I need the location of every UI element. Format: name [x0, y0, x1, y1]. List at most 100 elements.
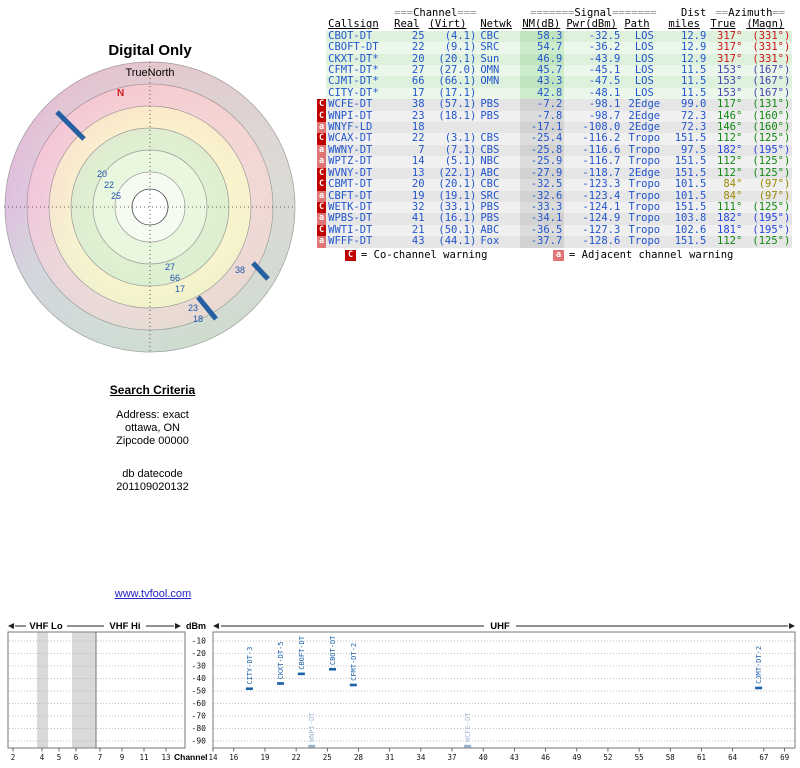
cell-warn	[317, 53, 327, 66]
station-markers: CITY-DT-3 CKXT-DT-5 CBOFT-DT WNPI-DT CBOT-DT…	[245, 635, 763, 748]
azimuth-group-header: ==Azimuth==	[715, 7, 786, 19]
adjacent-channel-text: = Adjacent channel warning	[569, 249, 734, 261]
signal-mark-se	[196, 295, 218, 321]
cell-magn: (97°)	[744, 178, 793, 191]
cell-true: 182°	[708, 144, 745, 157]
cell-warn: a	[317, 213, 327, 225]
cell-miles: 72.3	[666, 110, 709, 123]
cell-callsign: WWTI-DT	[326, 224, 393, 237]
cell-warn	[317, 76, 327, 88]
cell-path: LOS	[622, 87, 667, 100]
cell-netwk: PBS	[478, 212, 521, 225]
warning-legend: C = Co-channel warning a = Adjacent chan…	[0, 249, 800, 263]
station-label: WNPI-DT	[308, 712, 316, 742]
col-callsign: Callsign	[328, 18, 379, 31]
cell-nm: -32.5	[520, 178, 565, 191]
cell-callsign: WCAX-DT	[326, 133, 393, 145]
cell-nm: 42.8	[520, 87, 565, 100]
dbm-tick-label: -90	[192, 737, 207, 746]
cell-virt: (20.1)	[426, 53, 479, 66]
cell-pwr: -124.9	[564, 212, 623, 225]
table-row: C WNPI-DT 23 (18.1) PBS -7.8 -98.7 2Edge 72.3 146…	[317, 110, 793, 123]
cell-callsign: CBFT-DT	[326, 190, 393, 202]
station-label: CBOFT-DT	[298, 635, 306, 670]
cell-magn: (167°)	[744, 76, 793, 88]
cell-warn: a	[317, 190, 327, 202]
cell-nm: 43.3	[520, 76, 565, 88]
polar-plot: Digital Only TrueNorth N 20 22 25 27 66 …	[0, 40, 300, 370]
cell-warn: a	[317, 156, 327, 168]
cell-warn: C	[317, 99, 327, 111]
arrow-left-icon	[213, 623, 219, 629]
channel-tick-label: 19	[260, 753, 269, 762]
cell-callsign: CFMT-DT*	[326, 64, 393, 77]
cell-path: 2Edge	[622, 98, 667, 111]
channel-tick-label: 22	[292, 753, 301, 762]
cell-real: 21	[392, 224, 427, 237]
table-row: C WVNY-DT 13 (22.1) ABC -27.9 -118.7 2Edge 151.5…	[317, 167, 793, 180]
cell-nm: -25.4	[520, 133, 565, 145]
station-signal-marker	[277, 682, 285, 685]
cell-magn: (331°)	[744, 53, 793, 66]
cell-netwk	[478, 122, 521, 134]
cell-nm: -37.7	[520, 235, 565, 248]
cell-warn: C	[317, 201, 327, 214]
cell-real: 23	[392, 110, 427, 123]
table-row: CBOT-DT 25 (4.1) CBC 58.3 -32.5 LOS 12.9 317° (33…	[317, 30, 793, 43]
cell-magn: (331°)	[744, 30, 793, 43]
cell-path: Tropo	[622, 190, 667, 202]
cell-virt: (66.1)	[426, 76, 479, 88]
channel-tick-label: 55	[635, 753, 644, 762]
channel-tick-label: 61	[697, 753, 706, 762]
channel-tick-label: 5	[57, 753, 62, 762]
dbm-tick-label: -80	[192, 724, 207, 733]
cell-nm: 58.3	[520, 30, 565, 43]
cell-path: Tropo	[622, 201, 667, 214]
table-row: a CBFT-DT 19 (19.1) SRC -32.6 -123.4 Tropo 101.5…	[317, 190, 793, 202]
cell-netwk: CBS	[478, 133, 521, 145]
cell-pwr: -108.0	[564, 121, 623, 134]
footer-link-wrap: www.tvfool.com	[0, 588, 306, 600]
channel-tick-label: 69	[780, 753, 789, 762]
cell-real: 41	[392, 212, 427, 225]
cell-nm: 45.7	[520, 64, 565, 77]
cell-nm: -34.1	[520, 212, 565, 225]
table-row: C WCAX-DT 22 (3.1) CBS -25.4 -116.2 Tropo 151.5 1…	[317, 133, 793, 145]
search-address-city: ottawa, ON	[124, 422, 181, 434]
station-label: CBOT-DT	[329, 635, 337, 665]
cell-netwk: PBS	[478, 201, 521, 214]
table-row: C WETK-DT 32 (33.1) PBS -33.3 -124.1 Tropo 151.5…	[317, 201, 793, 214]
cell-miles: 12.9	[666, 53, 709, 66]
cell-miles: 151.5	[666, 133, 709, 145]
cell-nm: -32.6	[520, 190, 565, 202]
cell-pwr: -32.5	[564, 30, 623, 43]
cell-true: 146°	[708, 121, 745, 134]
cell-virt: (33.1)	[426, 201, 479, 214]
cell-netwk	[478, 87, 521, 100]
cell-real: 20	[392, 178, 427, 191]
cell-miles: 151.5	[666, 155, 709, 168]
cell-netwk: ABC	[478, 167, 521, 180]
cell-true: 153°	[708, 87, 745, 100]
cell-pwr: -127.3	[564, 224, 623, 237]
col-virt: (Virt)	[428, 18, 467, 31]
channel-tick-label: 16	[229, 753, 239, 762]
cell-real: 18	[392, 121, 427, 134]
cell-virt	[426, 122, 479, 134]
tvfool-link[interactable]: www.tvfool.com	[114, 588, 192, 600]
cell-nm: 46.9	[520, 53, 565, 66]
dbm-gridlines	[9, 640, 794, 742]
polar-channel-label: 27	[165, 262, 175, 272]
cell-true: 153°	[708, 64, 745, 77]
table-row: a WPTZ-DT 14 (5.1) NBC -25.9 -116.7 Tropo 151.5 1…	[317, 155, 793, 168]
channel-tick-label: 4	[40, 753, 45, 762]
cell-callsign: WPBS-DT	[326, 212, 393, 225]
col-true: True	[710, 18, 736, 31]
cell-netwk: SRC	[478, 190, 521, 202]
cell-virt: (27.0)	[426, 64, 479, 77]
cell-path: 2Edge	[622, 110, 667, 123]
cell-path: Tropo	[622, 235, 667, 248]
cell-nm: -17.1	[520, 121, 565, 134]
channel-tick-label: 31	[385, 753, 394, 762]
cell-virt: (57.1)	[426, 98, 479, 111]
